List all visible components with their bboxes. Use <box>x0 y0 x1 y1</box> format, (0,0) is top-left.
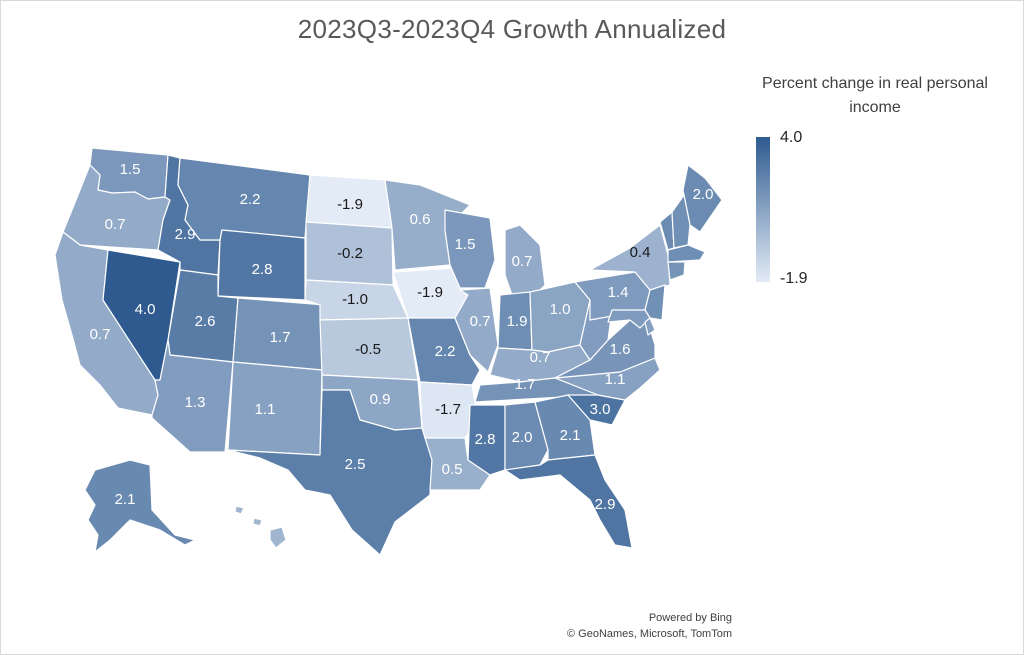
state-label-ky: 0.7 <box>530 349 551 366</box>
state-label-ne: -1.0 <box>342 291 368 308</box>
state-label-ca: 0.7 <box>90 326 111 343</box>
state-az <box>151 339 234 453</box>
state-sc <box>567 394 626 426</box>
state-label-sc: 3.0 <box>590 401 611 418</box>
state-label-il: 0.7 <box>470 313 491 330</box>
state-nh <box>671 194 691 249</box>
state-label-sd: -0.2 <box>337 245 363 262</box>
state-label-ia: -1.9 <box>417 284 443 301</box>
state-label-tn: 1.7 <box>515 376 536 393</box>
state-label-nv: 4.0 <box>135 301 156 318</box>
state-labels: 1.5 0.7 0.7 4.0 2.9 2.2 2.8 2.6 1.3 1.7 1.1 -1.9 -0.… <box>90 161 714 513</box>
state-label-az: 1.3 <box>185 394 206 411</box>
state-va <box>554 319 656 379</box>
state-label-ok: 0.9 <box>370 391 391 408</box>
state-md <box>607 309 651 329</box>
state-wy <box>217 229 306 301</box>
state-wi <box>444 209 496 289</box>
state-label-mn: 0.6 <box>410 211 431 228</box>
state-ma <box>667 244 706 263</box>
state-ms <box>467 404 506 476</box>
legend-min-label: -1.9 <box>780 270 808 287</box>
state-label-ga: 2.1 <box>560 427 581 444</box>
state-la <box>424 437 491 491</box>
state-label-mo: 2.2 <box>435 343 456 360</box>
chart-title: 2023Q3-2023Q4 Growth Annualized <box>297 14 727 44</box>
state-nj <box>644 284 666 321</box>
state-label-in: 1.9 <box>507 313 528 330</box>
state-me <box>682 164 723 233</box>
state-label-co: 1.7 <box>270 329 291 346</box>
state-label-wi: 1.5 <box>455 236 476 253</box>
state-label-tx: 2.5 <box>345 456 366 473</box>
state-ak <box>84 459 196 553</box>
state-label-nd: -1.9 <box>337 196 363 213</box>
state-label-wy: 2.8 <box>252 261 273 278</box>
state-label-nc: 1.1 <box>605 371 626 388</box>
state-label-wa: 1.5 <box>120 161 141 178</box>
state-label-ms: 2.8 <box>475 431 496 448</box>
state-fl <box>504 454 633 549</box>
state-de <box>644 317 656 336</box>
state-label-al: 2.0 <box>512 429 533 446</box>
state-shapes <box>54 147 723 556</box>
state-tx <box>227 389 433 556</box>
state-label-id: 2.9 <box>175 226 196 243</box>
state-hi <box>234 505 287 549</box>
state-ct <box>667 261 686 281</box>
state-label-me: 2.0 <box>693 186 714 203</box>
state-label-mt: 2.2 <box>240 191 261 208</box>
attribution-powered-by: Powered by Bing <box>648 612 732 624</box>
legend-max-label: 4.0 <box>780 129 803 146</box>
state-al <box>504 401 549 471</box>
legend-color-bar <box>756 137 770 282</box>
state-label-pa: 1.4 <box>608 284 629 301</box>
state-label-or: 0.7 <box>105 216 126 233</box>
state-label-nm: 1.1 <box>255 401 276 418</box>
state-il <box>454 287 499 373</box>
state-label-mi: 0.7 <box>512 253 533 270</box>
state-label-ak: 2.1 <box>115 491 136 508</box>
state-label-va: 1.6 <box>610 341 631 358</box>
legend-title: Percent change in real personal income <box>762 75 988 116</box>
attribution-sources: © GeoNames, Microsoft, TomTom <box>567 628 732 640</box>
state-label-fl: 2.9 <box>595 496 616 513</box>
state-label-ut: 2.6 <box>195 313 216 330</box>
state-label-la: 0.5 <box>442 461 463 478</box>
state-label-ar: -1.7 <box>435 401 461 418</box>
state-label-ny: 0.4 <box>630 244 651 261</box>
state-label-oh: 1.0 <box>550 301 571 318</box>
state-label-ks: -0.5 <box>355 341 381 358</box>
